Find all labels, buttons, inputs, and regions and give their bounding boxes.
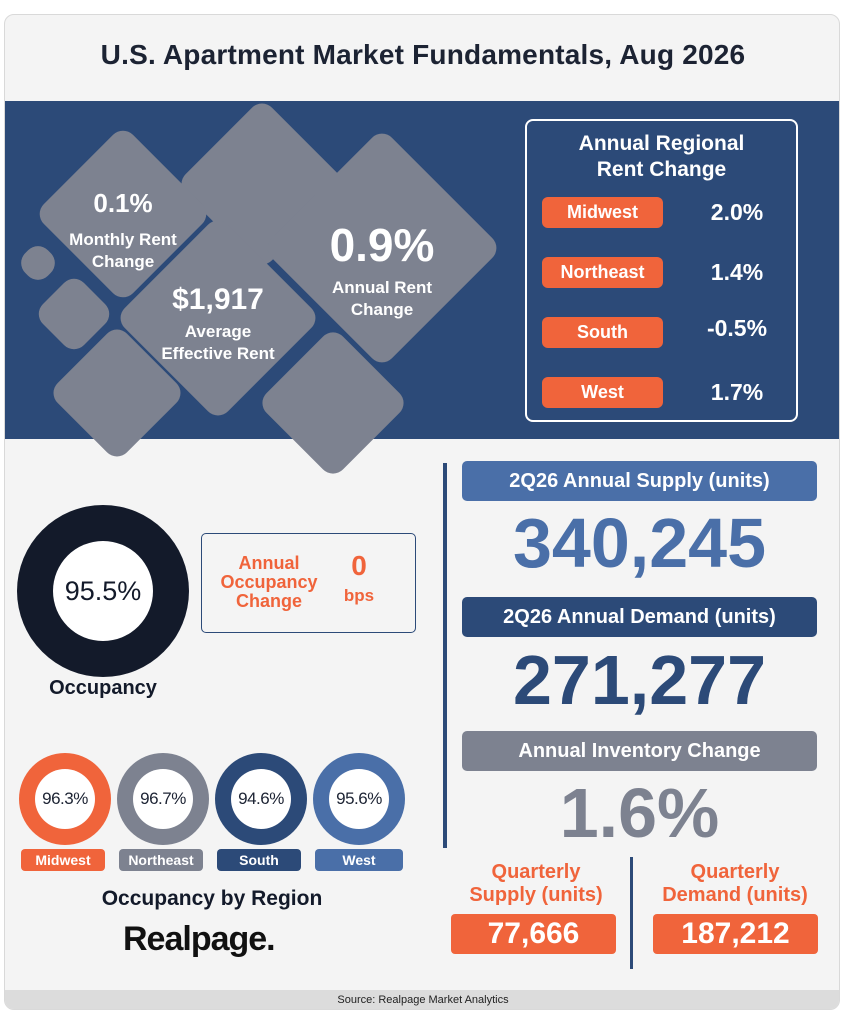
quarterly-demand-label-line: Demand (units) [662,884,808,906]
monthly-rent-label: Monthly Rent [69,230,177,249]
region-occupancy-value: 96.3% [42,789,88,808]
occupancy-label: Occupancy [49,677,157,699]
region-ring-center: 96.7% [133,769,193,829]
inventory-change-value: 1.6% [559,774,720,852]
region-ring-northeast: 96.7% [117,753,209,845]
occupancy-change-label-line: Annual [238,553,300,573]
region-ring-west: 95.6% [313,753,405,845]
monthly-rent-label: Change [91,252,155,271]
divider-vertical [443,463,447,848]
annual-demand-label: 2Q26 Annual Demand (units) [462,597,817,637]
region-pill-midwest: Midwest [542,197,663,228]
quarterly-demand-value: 187,212 [653,914,818,954]
quarterly-supply-label-line: Supply (units) [469,884,603,906]
infographic-card: U.S. Apartment Market Fundamentals, Aug … [4,14,840,1010]
region-pill-south: South [542,317,663,348]
annual-rent-label: Annual Rent [331,278,433,297]
annual-demand-value: 271,277 [512,641,767,719]
annual-rent-kpi: 0.9% Annual Rent Change [312,217,452,321]
occupancy-change-label: Annual Occupancy Change [214,554,324,611]
occupancy-ring: 95.5% [17,505,189,677]
occupancy-change-value: 0 [351,550,367,581]
region-rent-value-northeast: 1.4% [710,259,764,285]
region-occupancy-value: 94.6% [238,789,284,808]
quarterly-supply-label: Quarterly Supply (units) [451,861,621,907]
monthly-rent-kpi: 0.1% Monthly Rent Change [53,185,193,273]
regional-rent-box: Annual Regional Rent Change Midwest 2.0%… [525,119,798,422]
monthly-rent-value: 0.1% [93,188,153,218]
regional-rent-title-line: Annual Regional [578,132,745,155]
annual-supply-label: 2Q26 Annual Supply (units) [462,461,817,501]
region-rent-value-midwest: 2.0% [710,199,764,225]
realpage-logo: Realpage. [123,920,276,958]
region-ring-center: 96.3% [35,769,95,829]
occupancy-change-box: Annual Occupancy Change 0 bps [201,533,416,633]
quarterly-demand-label-line: Quarterly [690,861,780,883]
region-occupancy-value: 96.7% [140,789,186,808]
page-title: U.S. Apartment Market Fundamentals, Aug … [100,39,746,70]
occupancy-by-region-title: Occupancy by Region [101,887,323,910]
region-ring-south: 94.6% [215,753,307,845]
region-label-northeast: Northeast [119,849,203,871]
occupancy-value: 95.5% [64,575,142,606]
annual-supply-value: 340,245 [512,504,767,582]
occupancy-change-label-line: Change [235,591,302,611]
inventory-change-label: Annual Inventory Change [462,731,817,771]
regional-rent-title-line: Rent Change [596,158,727,181]
annual-rent-label: Change [350,300,414,319]
quarterly-supply-label-line: Quarterly [491,861,581,883]
average-rent-label: Effective Rent [161,344,275,363]
rent-band: 0.1% Monthly Rent Change $1,917 Average … [5,97,839,480]
region-occupancy-value: 95.6% [336,789,382,808]
region-rent-value-south: -0.5% [706,315,768,341]
region-pill-west: West [542,377,663,408]
annual-rent-value: 0.9% [329,219,435,271]
region-rent-value-west: 1.7% [710,379,764,405]
occupancy-change-unit: bps [343,586,375,605]
average-rent-value: $1,917 [172,283,264,316]
quarterly-supply-value: 77,666 [451,914,616,954]
quarterly-demand-label: Quarterly Demand (units) [649,861,821,907]
region-ring-center: 95.6% [329,769,389,829]
occupancy-ring-center: 95.5% [53,541,153,641]
regional-rent-title: Annual Regional Rent Change [527,131,796,183]
divider-vertical-quarterly [630,857,633,969]
region-label-south: South [217,849,301,871]
region-pill-northeast: Northeast [542,257,663,288]
region-ring-center: 94.6% [231,769,291,829]
region-label-west: West [315,849,403,871]
region-ring-midwest: 96.3% [19,753,111,845]
average-rent-label: Average [184,322,252,341]
region-label-midwest: Midwest [21,849,105,871]
source-note: Source: Realpage Market Analytics [5,990,839,1009]
average-rent-kpi: $1,917 Average Effective Rent [143,281,293,365]
occupancy-change-label-line: Occupancy [220,572,318,592]
